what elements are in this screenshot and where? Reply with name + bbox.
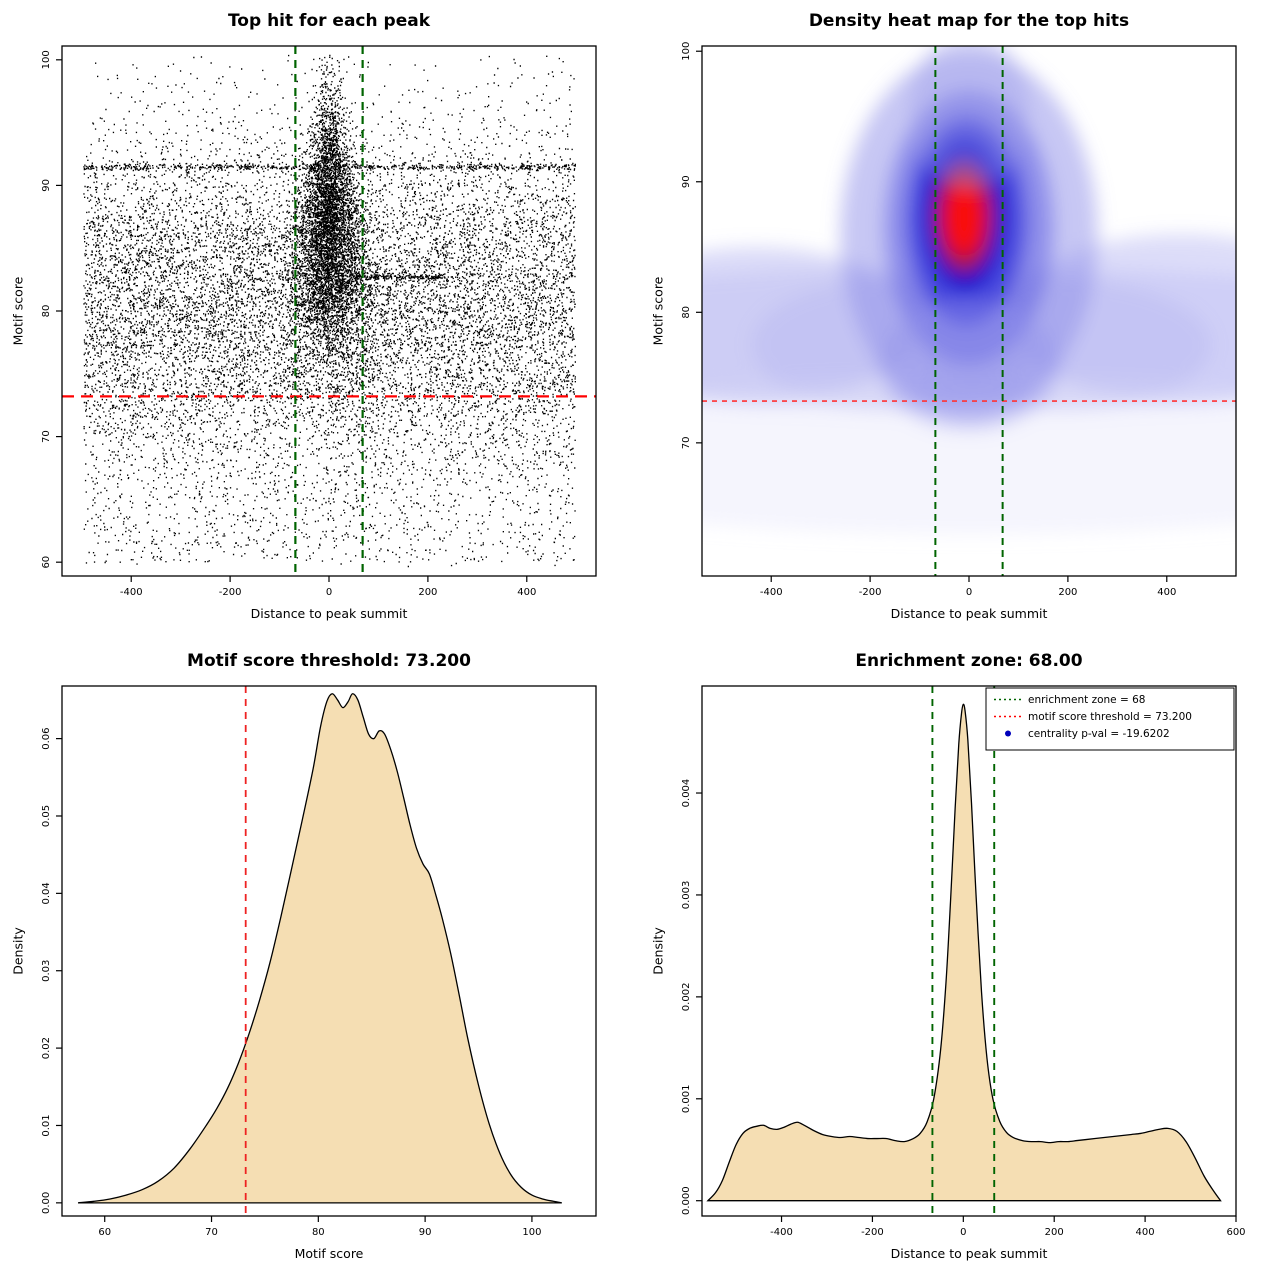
y-tick-label: 0.03 <box>41 960 52 982</box>
x-tick-label: -400 <box>760 587 783 598</box>
legend-label: motif score threshold = 73.200 <box>1028 711 1192 723</box>
legend-box <box>985 687 1235 751</box>
y-tick-label: 100 <box>41 50 52 69</box>
x-tick-label: 200 <box>418 587 437 598</box>
x-tick-label: 100 <box>522 1227 541 1238</box>
y-tick-label: 80 <box>41 305 52 318</box>
x-tick-label: 90 <box>419 1227 432 1238</box>
y-tick-label: 0.05 <box>41 805 52 827</box>
chart-title: Motif score threshold: 73.200 <box>187 651 471 671</box>
chart-title: Enrichment zone: 68.00 <box>855 651 1083 671</box>
y-axis-label: Motif score <box>10 276 26 346</box>
y-tick-label: 0.002 <box>681 983 692 1012</box>
y-tick-label: 0.003 <box>681 881 692 910</box>
y-tick-label: 70 <box>681 436 692 449</box>
top-hit-scatter-plot: -400 -200 0 200 400 60 70 80 90 100 <box>41 45 597 598</box>
y-tick-label: 0.001 <box>681 1084 692 1113</box>
x-tick-label: -200 <box>861 1227 884 1238</box>
x-axis-label: Motif score <box>294 1246 364 1261</box>
y-tick-label: 0.01 <box>41 1114 52 1136</box>
x-tick-label: 0 <box>960 1227 966 1238</box>
y-tick-label: 70 <box>41 430 52 443</box>
x-axis-label: Distance to peak summit <box>250 606 408 621</box>
x-tick-label: 400 <box>1136 1227 1155 1238</box>
y-tick-label: 90 <box>681 175 692 188</box>
y-tick-label: 0.004 <box>681 779 692 808</box>
density-blob <box>909 46 1029 189</box>
x-tick-label: 200 <box>1058 587 1077 598</box>
plot-border <box>701 685 1237 1217</box>
chart-title: Top hit for each peak <box>227 11 431 31</box>
y-tick-label: 0.02 <box>41 1037 52 1059</box>
panel-motif-score-density: 60 70 80 90 100 0.00 0.01 0.02 0.03 0.04 0.05 0.06 … <box>0 640 640 1280</box>
y-tick-label: 0.06 <box>41 727 52 749</box>
motif-score-density-plot: 60 70 80 90 100 0.00 0.01 0.02 0.03 0.04 0.05 0.06 <box>41 685 597 1238</box>
legend-label: enrichment zone = 68 <box>1028 694 1145 706</box>
x-tick-label: 0 <box>326 587 332 598</box>
density-heatmap-plot: -400 -200 0 200 400 70 80 90 100 <box>681 42 1237 598</box>
density-curve <box>706 703 1222 1202</box>
x-tick-label: 80 <box>312 1227 325 1238</box>
x-tick-label: -200 <box>219 587 242 598</box>
x-tick-label: 400 <box>1157 587 1176 598</box>
x-tick-label: 200 <box>1045 1227 1064 1238</box>
x-tick-label: -200 <box>859 587 882 598</box>
panel-distance-density: -400 -200 0 200 400 600 0.000 0.001 0.002 0.003 0.… <box>640 640 1280 1280</box>
x-tick-label: 600 <box>1226 1227 1245 1238</box>
x-tick-label: -400 <box>120 587 143 598</box>
panel-top-hit-scatter: -400 -200 0 200 400 60 70 80 90 100 Top hit for e… <box>0 0 640 640</box>
y-tick-label: 100 <box>681 42 692 61</box>
legend-label: centrality p-val = -19.6202 <box>1028 728 1170 740</box>
x-tick-label: -400 <box>770 1227 793 1238</box>
y-tick-label: 60 <box>41 556 52 569</box>
scatter-points <box>83 54 576 568</box>
plot-border <box>61 685 597 1217</box>
chart-title: Density heat map for the top hits <box>808 11 1130 31</box>
x-tick-label: 70 <box>205 1227 218 1238</box>
y-axis-label: Density <box>650 927 666 975</box>
density-curve <box>77 693 562 1204</box>
panel-density-heatmap: -400 -200 0 200 400 70 80 90 100 Density heat ma… <box>640 0 1280 640</box>
y-axis-label: Motif score <box>650 276 666 346</box>
x-axis-label: Distance to peak summit <box>890 606 1048 621</box>
legend-point-sample <box>1005 730 1011 737</box>
x-tick-label: 60 <box>98 1227 111 1238</box>
distance-density-plot: -400 -200 0 200 400 600 0.000 0.001 0.002 0.003 0.… <box>681 685 1246 1238</box>
x-axis-label: Distance to peak summit <box>890 1246 1048 1261</box>
y-tick-label: 90 <box>41 179 52 192</box>
y-tick-label: 0.00 <box>41 1192 52 1214</box>
x-tick-label: 0 <box>966 587 972 598</box>
density-surface <box>702 46 1236 535</box>
x-tick-label: 400 <box>517 587 536 598</box>
density-blob <box>944 177 984 257</box>
density-blob <box>702 377 1236 535</box>
y-tick-label: 80 <box>681 306 692 319</box>
y-tick-label: 0.000 <box>681 1186 692 1215</box>
y-axis-label: Density <box>10 927 26 975</box>
density-blob <box>880 299 1058 430</box>
y-tick-label: 0.04 <box>41 882 52 904</box>
